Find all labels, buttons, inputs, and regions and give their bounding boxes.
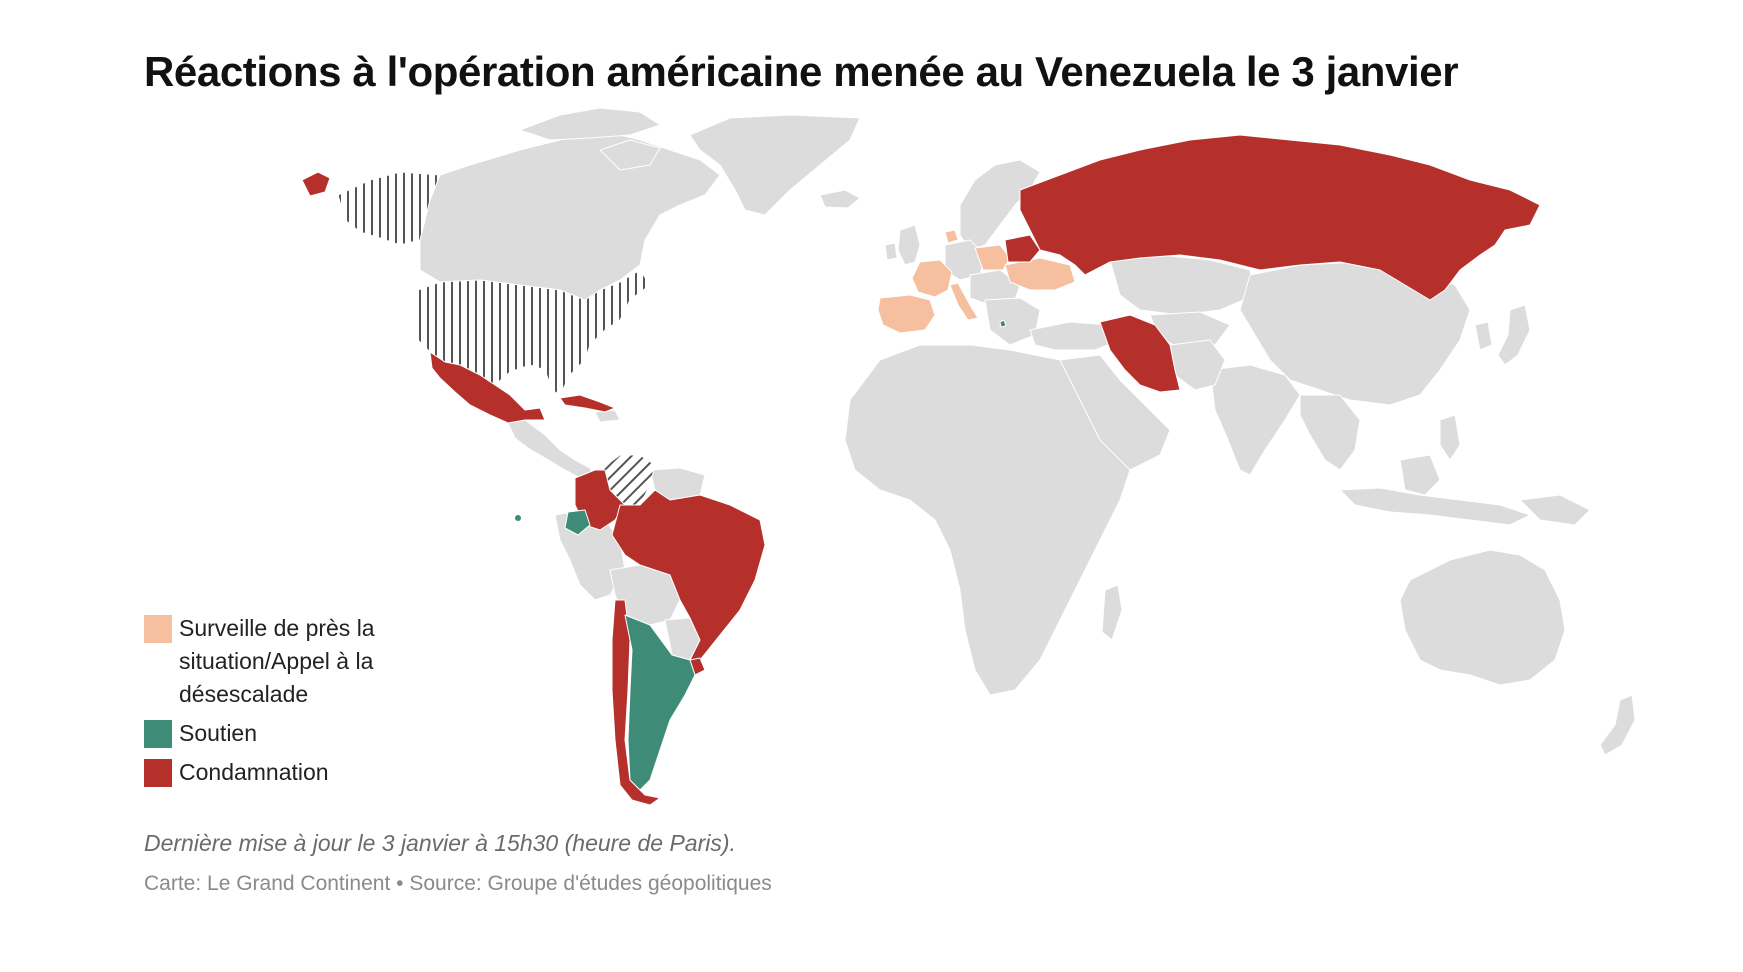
country-iran (1099, 314, 1181, 393)
source-credit: Carte: Le Grand Continent • Source: Grou… (144, 872, 772, 895)
map-title: Réactions à l'opération américaine menée… (144, 48, 1459, 95)
country-ireland (884, 242, 898, 261)
legend-swatch-soutien (144, 720, 172, 748)
legend: Surveille de près la situation/Appel à l… (144, 614, 444, 797)
legend-swatch-surveillance (144, 615, 172, 643)
country-poland (974, 244, 1011, 271)
country-usa-alaska (337, 171, 441, 246)
country-central-america (507, 419, 596, 479)
soutien-countries (515, 319, 1007, 791)
country-hispaniola (594, 409, 621, 423)
country-new-zealand (1599, 694, 1636, 756)
country-netherlands (944, 229, 959, 244)
legend-item-soutien: Soutien (144, 719, 444, 750)
country-southeast-asia (1299, 394, 1361, 471)
country-turkey (1029, 321, 1121, 351)
country-madagascar (1101, 584, 1123, 641)
country-cuba (559, 394, 616, 413)
country-ukraine (1004, 257, 1076, 291)
country-india (1209, 364, 1301, 476)
country-kazakhstan (1109, 254, 1256, 316)
country-italy (949, 282, 979, 321)
update-note: Dernière mise à jour le 3 janvier à 15h3… (144, 830, 736, 856)
country-greenland (689, 114, 861, 216)
country-korea (1474, 321, 1493, 351)
country-canada-arctic (519, 107, 661, 141)
country-philippines (1439, 414, 1461, 461)
legend-label-surveillance: Surveille de près la situation/Appel à l… (179, 615, 375, 707)
country-indonesia (1339, 487, 1531, 526)
country-uk (897, 224, 921, 266)
country-spain (877, 294, 936, 334)
country-canada (419, 129, 721, 301)
country-borneo (1399, 454, 1441, 496)
country-africa (844, 344, 1131, 696)
country-belarus (1004, 234, 1041, 263)
country-russia (1019, 134, 1541, 301)
country-mexico (429, 351, 546, 424)
country-greenland-red (301, 171, 331, 197)
country-galapagos (515, 515, 521, 521)
no-data-countries (419, 107, 1636, 756)
condamnation-countries (301, 134, 1541, 806)
surveillance-countries (877, 229, 1076, 334)
country-kosovo (999, 319, 1007, 328)
country-new-guinea (1519, 494, 1591, 526)
country-japan (1497, 304, 1531, 366)
country-canada-arctic-2 (599, 139, 661, 171)
country-australia (1399, 549, 1566, 686)
country-iceland (819, 189, 861, 209)
country-balkans (984, 297, 1041, 346)
legend-item-condamnation: Condamnation (144, 758, 444, 789)
legend-swatch-condamnation (144, 759, 172, 787)
country-chile (611, 599, 661, 806)
country-france (911, 259, 953, 298)
legend-item-surveillance: Surveille de près la situation/Appel à l… (144, 614, 444, 711)
country-argentina (624, 614, 696, 791)
legend-label-soutien: Soutien (179, 720, 258, 746)
legend-label-condamnation: Condamnation (179, 759, 329, 785)
country-ecuador (564, 509, 591, 536)
country-brazil (611, 489, 766, 661)
hatched-countries (337, 171, 656, 506)
